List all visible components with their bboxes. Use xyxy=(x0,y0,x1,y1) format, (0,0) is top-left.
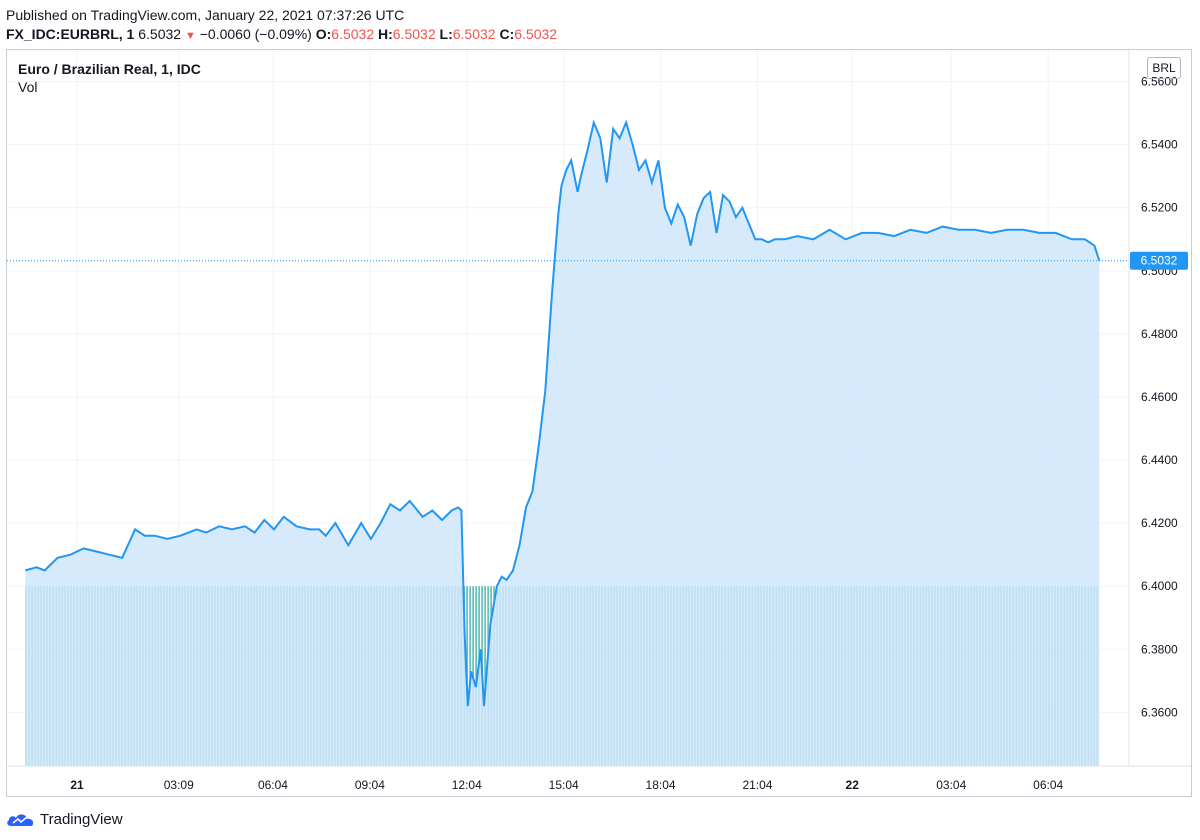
high-label: H: xyxy=(378,26,393,42)
price-change: −0.0060 (−0.09%) xyxy=(199,26,312,42)
time-tick-label: 09:04 xyxy=(355,778,385,792)
price-line xyxy=(25,119,1101,707)
time-tick-label: 03:09 xyxy=(164,778,194,792)
open-value: 6.5032 xyxy=(331,26,375,42)
close-label: C: xyxy=(499,26,515,42)
time-tick-label: 22 xyxy=(846,778,860,792)
time-tick-label: 21:04 xyxy=(742,778,772,792)
time-tick-label: 12:04 xyxy=(452,778,482,792)
down-arrow-icon: ▼ xyxy=(184,30,196,42)
last-price: 6.5032 xyxy=(138,26,182,42)
price-tick-label: 6.4200 xyxy=(1141,516,1178,530)
high-value: 6.5032 xyxy=(392,26,436,42)
volume-bar xyxy=(475,586,477,766)
low-value: 6.5032 xyxy=(452,26,496,42)
currency-button[interactable]: BRL xyxy=(1147,57,1181,79)
volume-bar xyxy=(484,586,486,766)
price-tick-label: 6.4600 xyxy=(1141,390,1178,404)
chart-frame xyxy=(6,49,1192,797)
tradingview-cloud-icon xyxy=(7,814,34,826)
time-axis: 21 03:09 06:04 09:04 12:04 15:04 18:04 21:04 22 0… xyxy=(70,778,1063,792)
time-tick-label: 06:04 xyxy=(258,778,288,792)
price-tick-label: 6.3600 xyxy=(1141,705,1178,719)
price-tick-label: 6.5400 xyxy=(1141,138,1178,152)
time-tick-label: 06:04 xyxy=(1033,778,1063,792)
price-tick-label: 6.3800 xyxy=(1141,642,1178,656)
price-tick-label: 6.5200 xyxy=(1141,201,1178,215)
tradingview-logo[interactable]: TradingView xyxy=(6,810,123,828)
chart-title: Euro / Brazilian Real, 1, IDC xyxy=(18,61,201,77)
close-value: 6.5032 xyxy=(514,26,558,42)
time-tick-label: 21 xyxy=(70,778,84,792)
last-price-tag: 6.5032 xyxy=(1130,251,1188,270)
published-note: Published on TradingView.com, January 22… xyxy=(6,7,405,23)
last-price-tag-bg xyxy=(1130,251,1188,270)
footer-brand: TradingView xyxy=(40,810,123,828)
low-label: L: xyxy=(439,26,453,42)
volume-label: Vol xyxy=(18,79,38,95)
time-tick-label: 18:04 xyxy=(646,778,676,792)
price-tick-label: 6.4400 xyxy=(1141,453,1178,467)
ohlc-legend: FX_IDC:EURBRL, 1 6.5032 ▼ −0.0060 (−0.09… xyxy=(6,26,557,42)
symbol-label: FX_IDC:EURBRL, 1 xyxy=(6,26,135,42)
price-axis: 6.3600 6.3800 6.4000 6.4200 6.4400 6.4600 6.48… xyxy=(1141,75,1178,720)
time-tick-label: 15:04 xyxy=(549,778,579,792)
price-area xyxy=(25,122,1100,766)
time-tick-label: 03:04 xyxy=(936,778,966,792)
price-tick-label: 6.4800 xyxy=(1141,327,1178,341)
last-price-tag-label: 6.5032 xyxy=(1141,254,1178,268)
price-tick-label: 6.4000 xyxy=(1141,579,1178,593)
open-label: O: xyxy=(315,26,332,42)
